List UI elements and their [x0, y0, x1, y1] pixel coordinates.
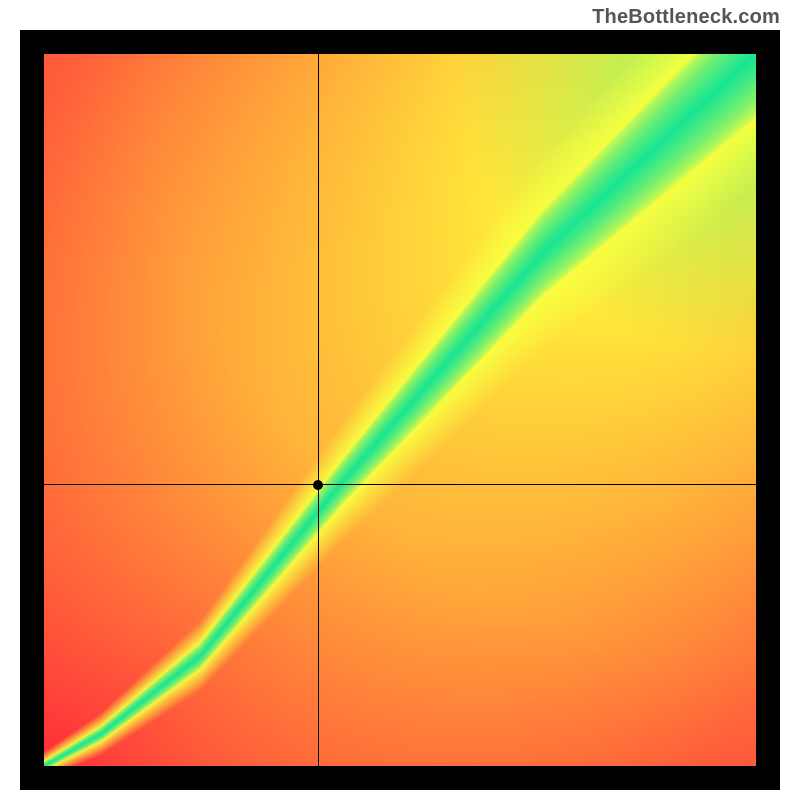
crosshair-horizontal [44, 484, 756, 485]
plot-frame [20, 30, 780, 790]
crosshair-marker [313, 480, 323, 490]
watermark-text: TheBottleneck.com [592, 6, 780, 29]
heatmap-canvas [44, 54, 756, 766]
root-container: TheBottleneck.com [0, 0, 800, 800]
crosshair-vertical [318, 54, 319, 766]
